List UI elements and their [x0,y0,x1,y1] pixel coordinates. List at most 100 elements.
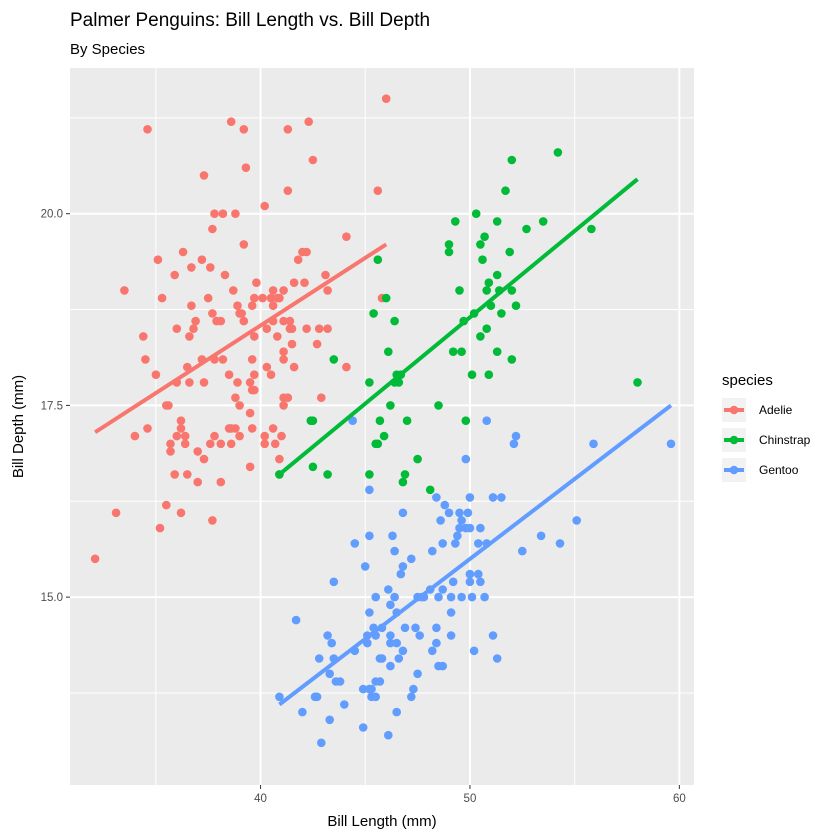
point-chinstrap [538,217,548,226]
point-gentoo [398,508,408,518]
point-chinstrap [373,439,383,449]
point-adelie [231,209,240,218]
point-gentoo [438,585,448,594]
y-tick-label: 20.0 [41,209,63,221]
point-gentoo [317,738,326,748]
legend-dot-adelie [729,405,739,415]
point-gentoo [434,592,443,602]
point-gentoo [388,531,397,541]
point-gentoo [476,577,485,587]
point-adelie [342,232,351,241]
point-gentoo [461,454,471,464]
point-adelie [180,439,190,449]
trend-line-chinstrap [278,177,639,476]
point-chinstrap [497,309,506,318]
point-gentoo [325,669,335,679]
trend-lines [94,177,673,707]
point-adelie [304,117,314,126]
point-chinstrap [402,416,412,426]
point-gentoo [348,416,358,426]
point-gentoo [465,493,475,502]
trend-line-gentoo [278,403,673,707]
point-gentoo [409,684,418,694]
point-adelie [239,240,249,249]
point-chinstrap [451,217,460,226]
point-adelie [342,362,351,372]
legend-items: Adelie Chinstrap Gentoo [722,398,811,482]
point-chinstrap [308,462,318,472]
point-gentoo [340,700,349,709]
point-adelie [247,355,257,364]
point-adelie [172,324,182,334]
point-adelie [258,293,267,303]
chart-title: Palmer Penguins: Bill Length vs. Bill De… [70,10,430,31]
point-chinstrap [308,416,318,426]
point-adelie [314,324,324,334]
point-adelie [317,393,326,403]
point-adelie [178,247,188,257]
point-adelie [218,209,228,218]
x-tick-label: 40 [254,793,267,805]
point-adelie [176,508,186,518]
point-gentoo [509,439,519,449]
point-adelie [235,431,244,441]
point-adelie [302,324,311,334]
point-adelie [260,439,270,449]
point-adelie [141,355,150,364]
point-gentoo [407,554,416,564]
point-gentoo [453,531,462,541]
point-gentoo [465,569,475,579]
point-adelie [155,523,165,533]
point-adelie [170,470,179,479]
point-adelie [193,477,202,487]
point-chinstrap [480,232,489,241]
point-adelie [321,270,330,280]
minor-gridlines [70,68,694,785]
trend-line-adelie [94,242,388,434]
point-gentoo [312,692,322,702]
point-chinstrap [434,401,443,410]
point-adelie [199,171,209,180]
point-chinstrap [478,255,487,264]
point-gentoo [518,546,527,556]
point-gentoo [371,592,381,602]
point-adelie [279,316,288,326]
point-adelie [287,339,297,349]
point-gentoo [398,562,408,571]
legend-label-chinstrap: Chinstrap [759,433,811,447]
point-gentoo [536,531,546,541]
point-chinstrap [587,224,596,234]
data-points [90,94,676,748]
point-chinstrap [476,332,485,341]
point-adelie [268,301,278,311]
point-adelie [279,401,288,410]
x-tick-label: 50 [464,793,477,805]
point-adelie [164,401,173,410]
point-adelie [285,316,295,326]
point-chinstrap [379,431,389,441]
point-chinstrap [400,470,410,479]
point-gentoo [298,707,307,717]
legend-title: species [722,372,773,389]
point-gentoo [488,631,498,640]
point-chinstrap [369,309,378,318]
legend-dot-gentoo [729,465,739,475]
point-gentoo [457,516,466,525]
point-chinstrap [448,347,458,357]
point-adelie [233,378,242,387]
point-adelie [143,424,152,433]
point-adelie [245,408,255,418]
point-gentoo [432,623,441,633]
point-gentoo [455,523,464,533]
point-adelie [273,332,282,341]
point-gentoo [350,539,360,548]
point-adelie [187,301,196,311]
point-chinstrap [507,355,517,364]
point-adelie [143,125,152,134]
point-adelie [250,385,259,395]
point-adelie [262,324,272,334]
point-adelie [270,439,280,449]
point-gentoo [465,523,475,533]
point-adelie [260,201,270,211]
point-adelie [226,439,236,449]
